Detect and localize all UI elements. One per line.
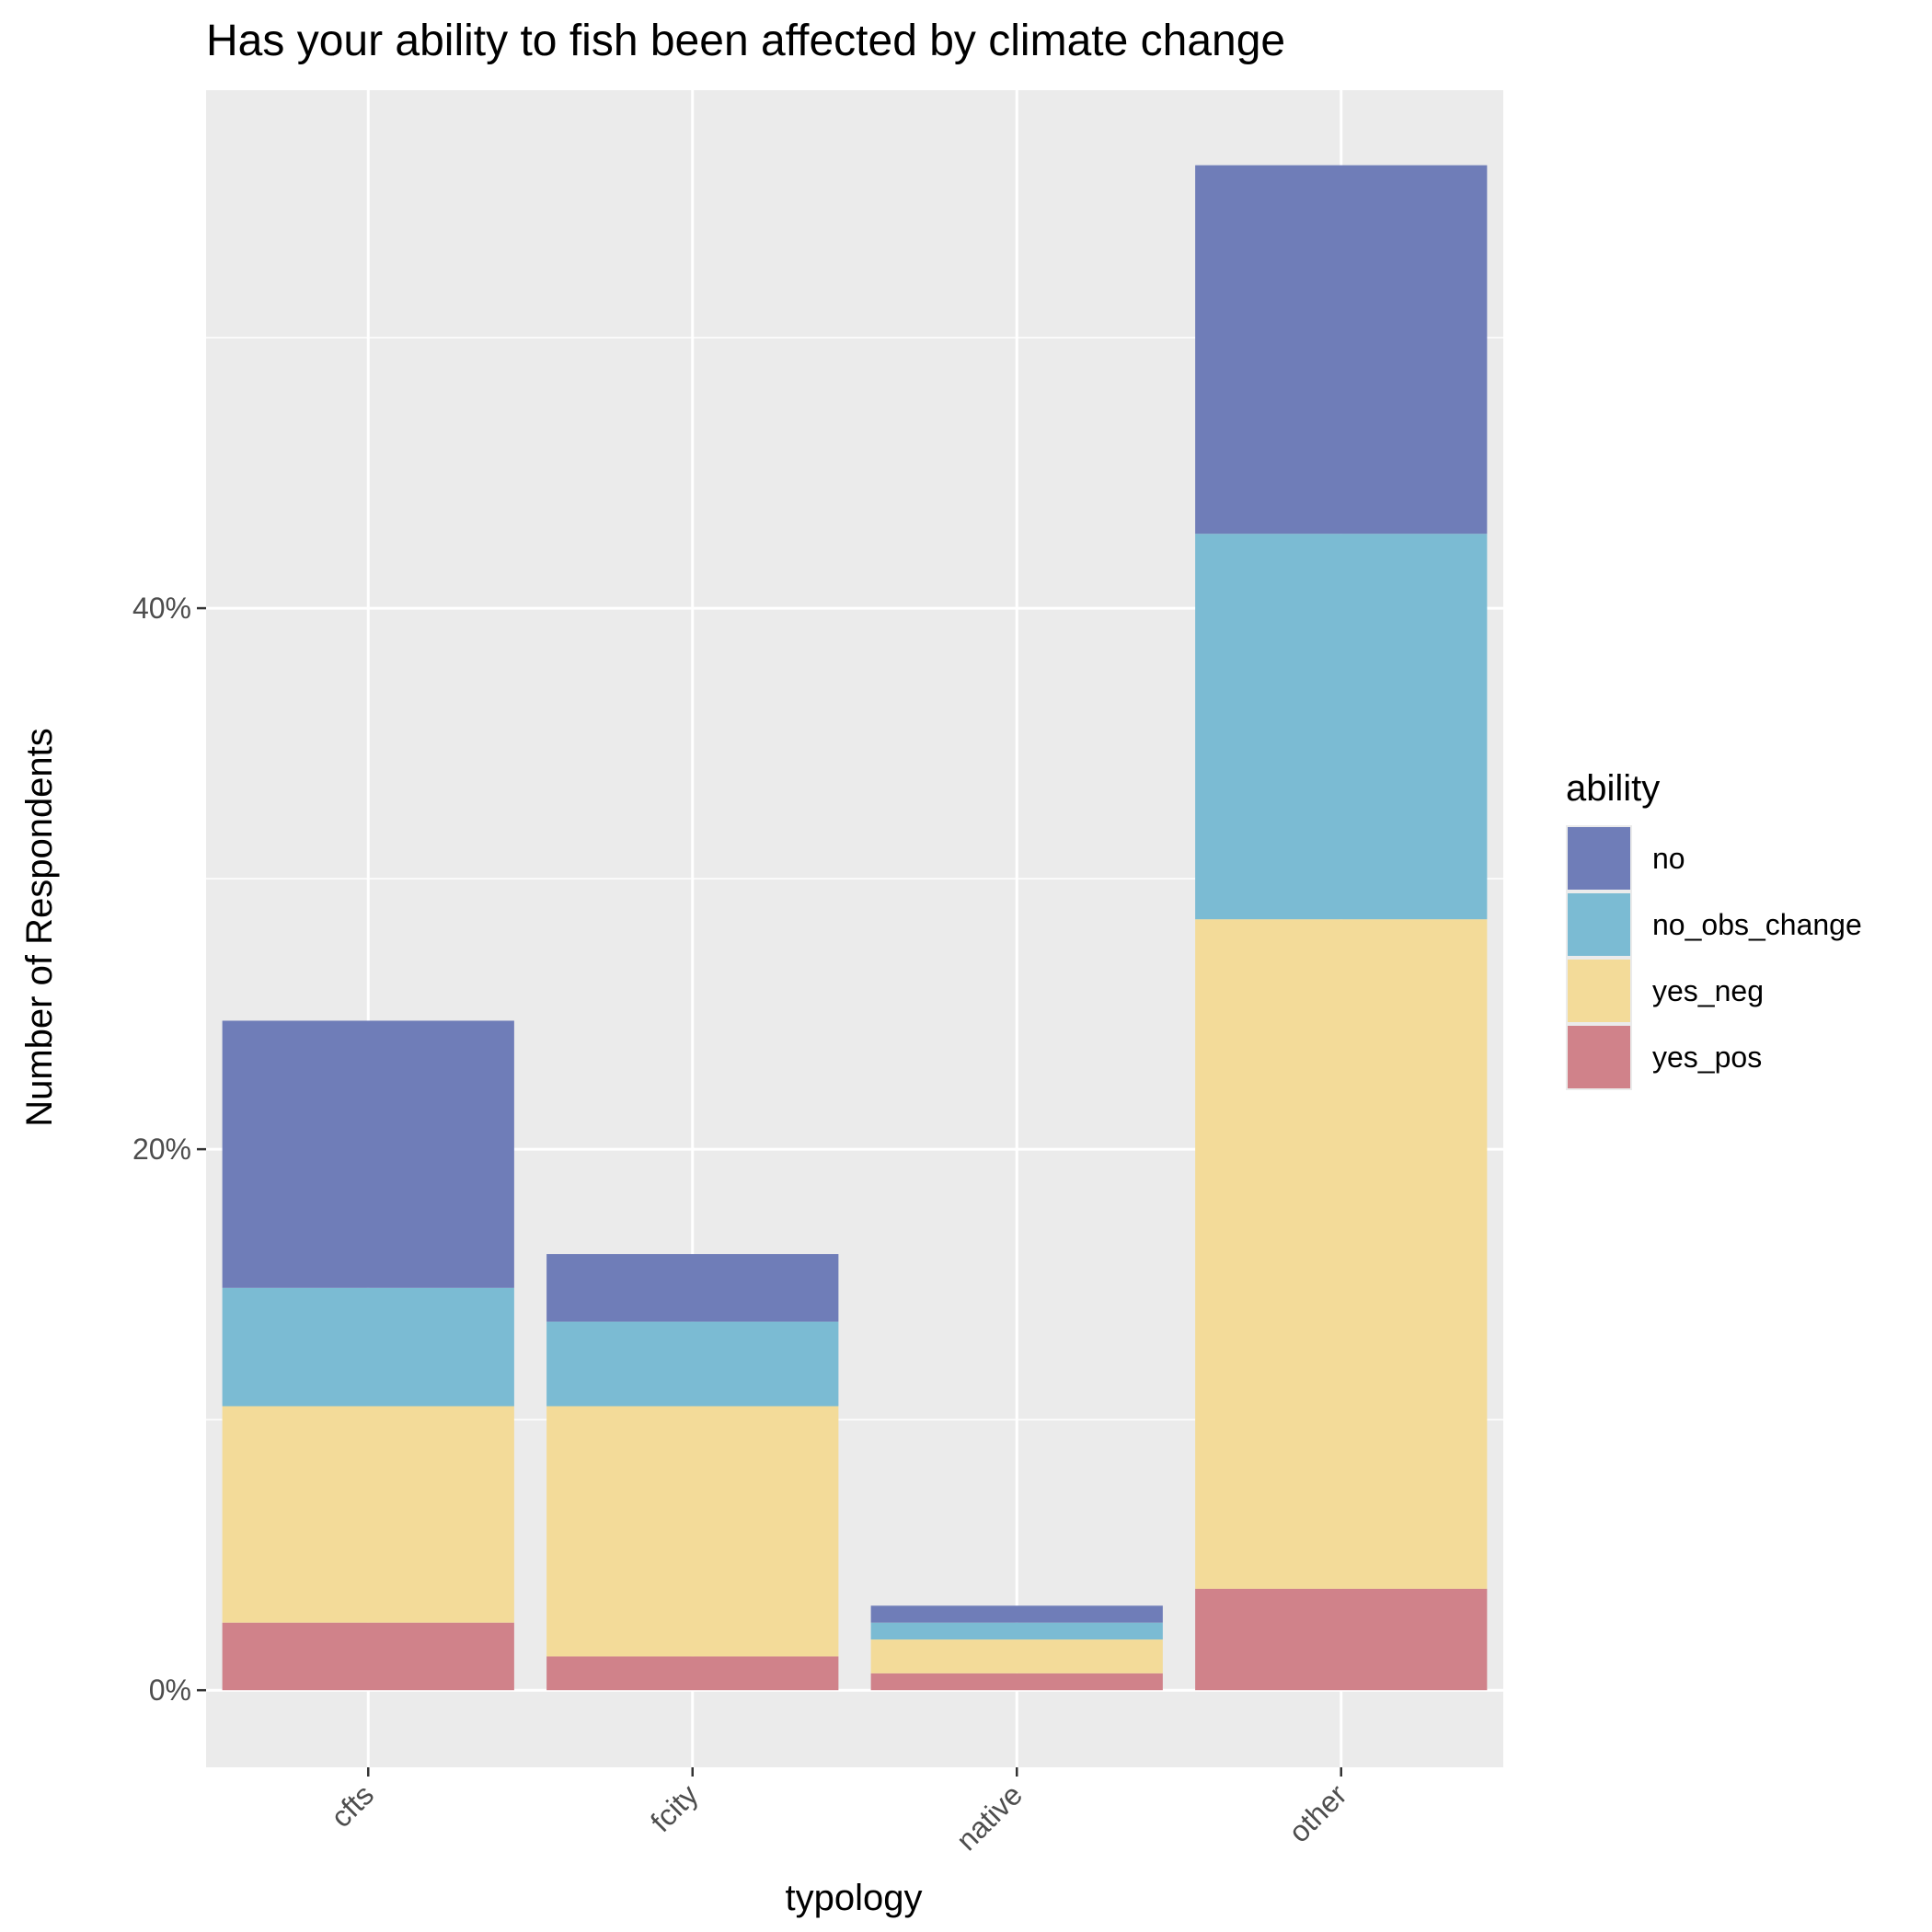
bar-segment-fcity-yes_pos: [546, 1656, 839, 1691]
bar-segment-other-yes_neg: [1195, 919, 1488, 1589]
legend-label-yes_neg: yes_neg: [1652, 974, 1764, 1007]
bars: [222, 165, 1488, 1691]
bar-segment-other-no_obs_change: [1195, 534, 1488, 920]
y-tick-label: 20%: [132, 1133, 191, 1166]
bar-segment-fcity-yes_neg: [546, 1406, 839, 1657]
bar-segment-cfts-no: [222, 1020, 514, 1288]
chart-title: Has your ability to fish been affected b…: [206, 17, 1285, 65]
legend-label-no: no: [1652, 842, 1685, 875]
x-tick-label: cfts: [325, 1777, 381, 1834]
x-tick-label: other: [1282, 1777, 1353, 1848]
legend-swatch-yes_neg: [1568, 960, 1630, 1022]
y-axis-title: Number of Respondents: [19, 728, 60, 1127]
x-axis: cfts fcity native other: [325, 1767, 1353, 1857]
bar-segment-native-no_obs_change: [870, 1622, 1163, 1640]
legend-items: no no_obs_change yes_neg yes_pos: [1566, 825, 1862, 1090]
x-axis-title: typology: [786, 1878, 923, 1918]
y-tick-label: 40%: [132, 592, 191, 625]
y-tick-label: 0%: [149, 1673, 191, 1707]
y-axis: 0% 20% 40%: [132, 592, 206, 1707]
bar-segment-other-yes_pos: [1195, 1588, 1488, 1691]
x-tick-label: fcity: [644, 1777, 705, 1838]
bar-segment-other-no: [1195, 165, 1488, 535]
legend-swatch-no: [1568, 827, 1630, 890]
legend: ability no no_obs_change yes_neg yes_pos: [1566, 768, 1862, 1090]
bar-segment-cfts-no_obs_change: [222, 1287, 514, 1407]
bar-segment-native-yes_pos: [870, 1673, 1163, 1691]
x-tick-label: native: [949, 1777, 1029, 1857]
legend-swatch-yes_pos: [1568, 1026, 1630, 1088]
bar-segment-cfts-yes_neg: [222, 1406, 514, 1623]
legend-title: ability: [1566, 768, 1660, 809]
bar-segment-fcity-no_obs_change: [546, 1321, 839, 1407]
legend-label-no_obs_change: no_obs_change: [1652, 908, 1862, 941]
bar-segment-native-yes_neg: [870, 1639, 1163, 1673]
bar-segment-cfts-yes_pos: [222, 1622, 514, 1691]
bar-segment-native-no: [870, 1605, 1163, 1623]
legend-label-yes_pos: yes_pos: [1652, 1041, 1762, 1074]
legend-swatch-no_obs_change: [1568, 893, 1630, 956]
bar-segment-fcity-no: [546, 1254, 839, 1322]
